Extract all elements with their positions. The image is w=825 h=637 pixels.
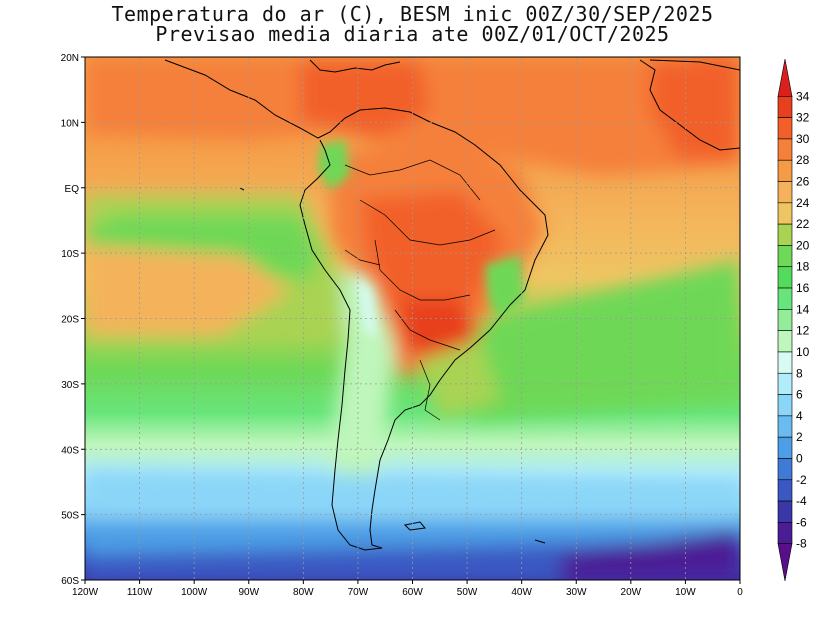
colorbar-segment: [777, 117, 793, 140]
latitude-label: 30S: [61, 380, 79, 391]
colorbar-segment: [777, 330, 793, 353]
colorbar-label: 22: [796, 217, 810, 231]
longitude-label: 60W: [402, 587, 423, 598]
colorbar-label: -6: [796, 515, 807, 529]
colorbar-segment: [777, 223, 793, 246]
map-title-line-2: Previsao media diaria ate 00Z/01/OCT/202…: [155, 22, 670, 46]
colorbar-label: 24: [796, 196, 810, 210]
colorbar-segment: [777, 181, 793, 204]
colorbar-segment: [777, 58, 793, 97]
colorbar-segment: [777, 543, 793, 582]
colorbar-segment: [777, 351, 793, 374]
map-title-line-1: Temperatura do ar (C), BESM inic 00Z/30/…: [111, 2, 714, 26]
longitude-label: 0: [737, 587, 743, 598]
latitude-label: 20S: [61, 315, 79, 326]
colorbar-segment: [777, 138, 793, 161]
colorbar-segment: [777, 96, 793, 118]
latitude-label: 40S: [61, 445, 79, 456]
colorbar-segment: [777, 415, 793, 438]
colorbar-label: 34: [796, 89, 810, 103]
longitude-label: 70W: [348, 587, 369, 598]
colorbar-label: 26: [796, 175, 810, 189]
colorbar-segment: [777, 436, 793, 459]
colorbar-label: 12: [796, 324, 810, 338]
latitude-label: 20N: [61, 53, 79, 64]
colorbar-label: 20: [796, 238, 810, 252]
colorbar-label: 14: [796, 302, 810, 316]
longitude-labels: 120W 110W 100W 90W 80W 70W 60W 50W 40W 30W 20W 10W 0: [72, 580, 743, 598]
latitude-label: 60S: [61, 576, 79, 587]
colorbar-label: 18: [796, 260, 810, 274]
country-borders: [344, 159, 496, 421]
colorbar-segment: [777, 159, 793, 182]
latitude-label: 50S: [61, 511, 79, 522]
latitude-labels: 20N 10N EQ 10S 20S 30S 40S 50S 60S: [61, 53, 85, 587]
colorbar-segment: [777, 522, 793, 544]
colorbar-label: 30: [796, 132, 810, 146]
latitude-label: 10N: [61, 118, 79, 129]
colorbar-segment: [777, 479, 793, 502]
colorbar-label: 16: [796, 281, 810, 295]
longitude-label: 100W: [181, 587, 208, 598]
colorbar-segment: [777, 245, 793, 268]
longitude-label: 110W: [127, 587, 153, 598]
colorbar-segment: [777, 500, 793, 523]
longitude-label: 40W: [511, 587, 532, 598]
longitude-label: 10W: [675, 587, 696, 598]
colorbar-segment: [777, 372, 793, 395]
longitude-label: 20W: [621, 587, 642, 598]
colorbar-segment: [777, 287, 793, 310]
colorbar-label: 6: [796, 388, 803, 402]
coastlines: [164, 59, 740, 551]
latitude-label: EQ: [65, 184, 80, 195]
colorbar-segment: [777, 309, 793, 331]
colorbar-segment: [777, 266, 793, 289]
colorbar-segment: [777, 394, 793, 417]
colorbar-label: 28: [796, 153, 810, 167]
longitude-label: 80W: [293, 587, 314, 598]
colorbar-segment: [777, 458, 793, 481]
graticule: [85, 57, 740, 580]
longitude-label: 50W: [457, 587, 478, 598]
longitude-label: 120W: [72, 587, 99, 598]
colorbar-label: 0: [796, 451, 803, 465]
colorbar-label: 32: [796, 111, 810, 125]
colorbar-label: -8: [796, 537, 807, 551]
colorbar-label: 4: [796, 409, 803, 423]
longitude-label: 90W: [238, 587, 259, 598]
colorbar-label: 10: [796, 345, 810, 359]
latitude-label: 10S: [61, 249, 79, 260]
colorbar-label: -2: [796, 473, 807, 487]
longitude-label: 30W: [566, 587, 587, 598]
colorbar-segment: [777, 202, 793, 225]
colorbar-label: 2: [796, 430, 803, 444]
colorbar-label: -4: [796, 494, 807, 508]
colorbar-label: 8: [796, 366, 803, 380]
